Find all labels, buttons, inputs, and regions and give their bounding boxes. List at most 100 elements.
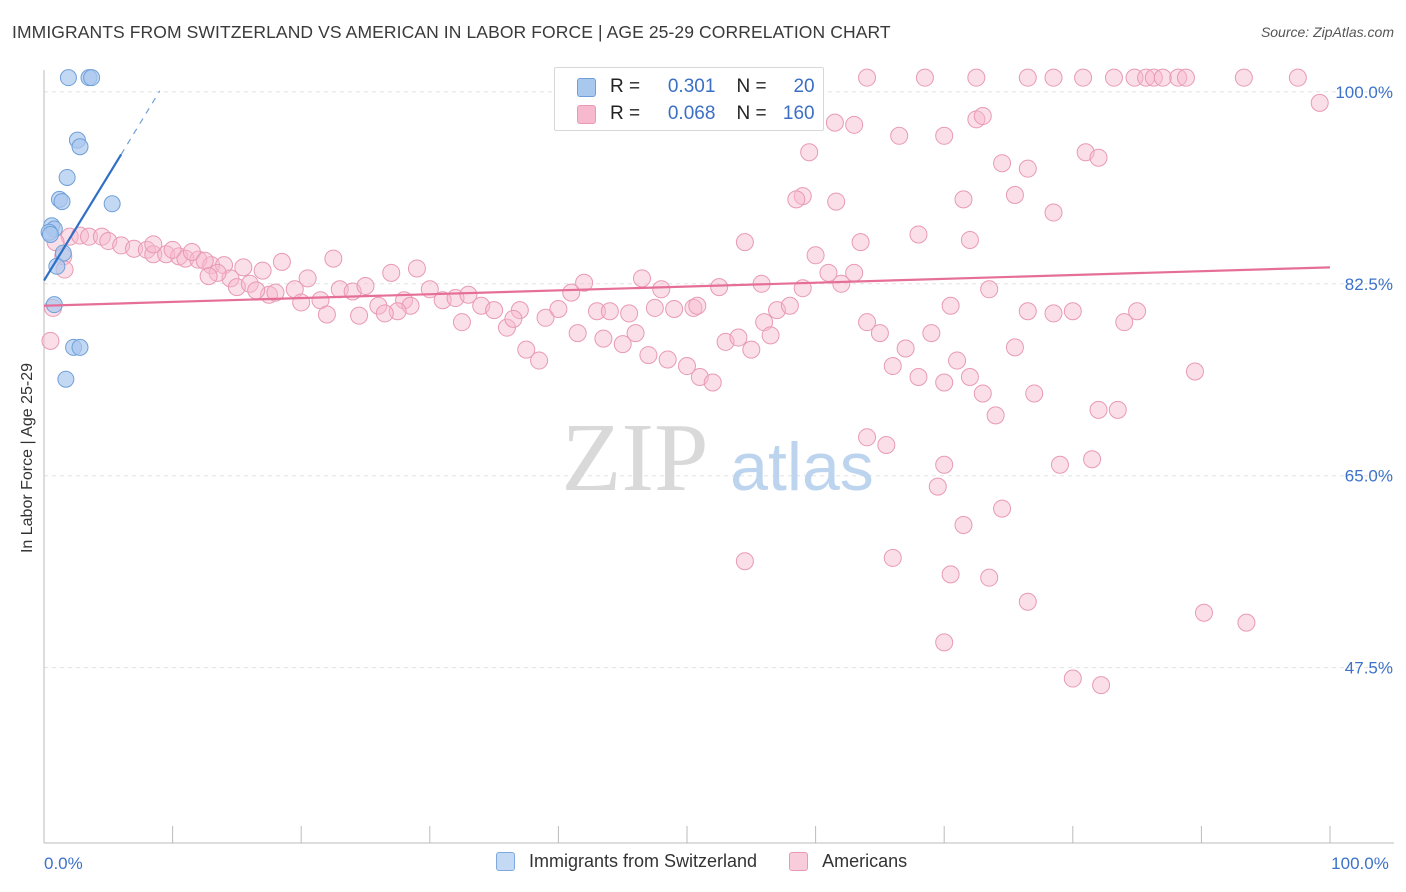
switzerland-point [58, 168, 76, 186]
n-label: N = [736, 76, 767, 97]
americans-point [806, 246, 825, 265]
americans-point [832, 274, 851, 293]
americans-point [896, 339, 915, 358]
americans-points [41, 68, 1329, 695]
americans-point [1234, 68, 1253, 87]
americans-point [317, 305, 336, 324]
americans-point [549, 300, 568, 319]
americans-point [1050, 455, 1069, 474]
americans-point [761, 326, 780, 345]
switzerland-point [83, 69, 101, 87]
americans-point [883, 548, 902, 567]
americans-point [459, 285, 478, 304]
americans-point [877, 435, 896, 454]
americans-point [510, 301, 529, 320]
americans-point [658, 350, 677, 369]
americans-point [1044, 203, 1063, 222]
y-tick-label: 82.5% [1345, 275, 1393, 294]
americans-point [182, 243, 201, 262]
swatch-blue [577, 77, 596, 97]
americans-point [1083, 450, 1102, 469]
americans-point [1025, 384, 1044, 403]
americans-point [973, 107, 992, 126]
americans-point [80, 227, 99, 246]
americans-point [909, 225, 928, 244]
americans-point [298, 269, 317, 288]
americans-point [199, 267, 218, 286]
americans-point [960, 230, 979, 249]
watermark-zip: ZIP [562, 404, 709, 512]
americans-point [845, 263, 864, 282]
switzerland-point [59, 69, 77, 87]
americans-point [941, 565, 960, 584]
americans-point [1063, 302, 1082, 321]
americans-point [1310, 93, 1329, 112]
americans-point [382, 263, 401, 282]
americans-point [858, 68, 877, 87]
stats-row-americans: R = 0.068 N = 160 [577, 101, 815, 127]
americans-point [928, 477, 947, 496]
r-value: 0.301 [667, 76, 716, 97]
americans-point [1018, 592, 1037, 611]
americans-point [144, 245, 163, 264]
americans-point [1044, 304, 1063, 323]
americans-point [973, 384, 992, 403]
americans-point [1089, 400, 1108, 419]
americans-point [993, 154, 1012, 173]
americans-point [620, 304, 639, 323]
series-legend: Immigrants from Switzerland Americans [496, 851, 939, 872]
americans-point [652, 280, 671, 299]
switzerland-point [71, 138, 89, 156]
americans-point [845, 115, 864, 134]
americans-point [1194, 603, 1213, 622]
americans-point [517, 340, 536, 359]
americans-point [960, 368, 979, 387]
americans-point [993, 499, 1012, 518]
americans-trendline [43, 266, 1331, 307]
americans-point [1115, 313, 1134, 332]
tick-labels: 100.0% 82.5% 65.0% 47.5% 0.0% 100.0% [44, 83, 1393, 873]
americans-point [407, 259, 426, 278]
switzerland-point [103, 195, 121, 213]
americans-point [1018, 159, 1037, 178]
americans-point [787, 190, 806, 209]
americans-point [639, 346, 658, 365]
americans-point [1063, 669, 1082, 688]
legend-swatch-pink [789, 852, 809, 871]
americans-point [735, 233, 754, 252]
americans-point [195, 251, 214, 270]
americans-point [1128, 302, 1147, 321]
switzerland-point [71, 338, 89, 356]
americans-point [176, 249, 195, 268]
americans-point [594, 329, 613, 348]
americans-point [954, 516, 973, 535]
x-tick-label: 0.0% [44, 854, 83, 873]
trendlines [43, 90, 1331, 307]
americans-point [1104, 68, 1123, 87]
americans-point [1288, 68, 1307, 87]
americans-point [1074, 68, 1093, 87]
americans-point [562, 283, 581, 302]
americans-point [703, 373, 722, 392]
americans-point [632, 269, 651, 288]
americans-point [41, 331, 60, 350]
americans-point [1089, 148, 1108, 167]
americans-point [1092, 676, 1111, 695]
legend-label-americans: Americans [822, 851, 908, 871]
americans-point [710, 278, 729, 297]
americans-point [890, 126, 909, 145]
n-value: 160 [782, 103, 815, 124]
americans-point [266, 283, 285, 302]
swatch-pink [577, 104, 596, 124]
stats-row-switzerland: R = 0.301 N = 20 [577, 74, 815, 100]
americans-point [735, 552, 754, 571]
americans-point [688, 296, 707, 315]
americans-point [163, 240, 182, 259]
americans-point [967, 68, 986, 87]
americans-point [350, 306, 369, 325]
americans-point [858, 428, 877, 447]
americans-point [144, 235, 163, 254]
americans-point [1018, 68, 1037, 87]
americans-point [678, 357, 696, 376]
americans-point [780, 296, 799, 315]
